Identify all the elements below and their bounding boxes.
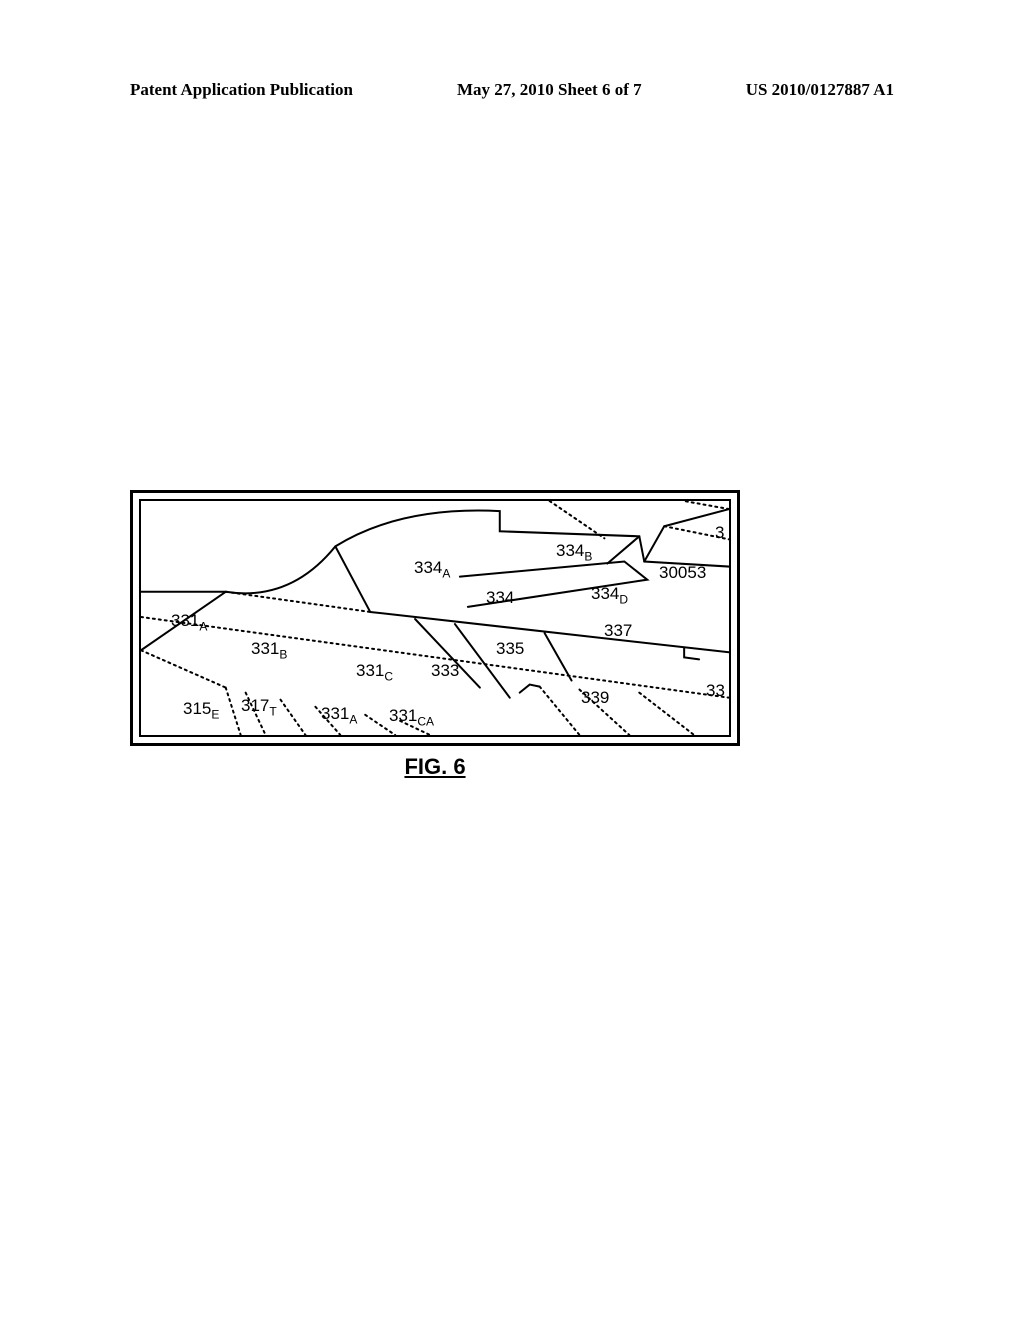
region-label: 339 <box>581 688 609 708</box>
region-label: 337 <box>604 621 632 641</box>
header-right: US 2010/0127887 A1 <box>746 80 894 100</box>
region-boundary-dotted <box>684 501 729 509</box>
region-label: 333 <box>431 661 459 681</box>
region-boundary-dotted <box>540 687 580 735</box>
region-boundary <box>335 546 370 612</box>
region-boundary-dotted <box>281 700 306 735</box>
region-boundary-dotted <box>141 650 226 687</box>
region-label: 317T <box>241 696 277 718</box>
region-label: 334A <box>414 558 450 580</box>
figure-caption: FIG. 6 <box>130 754 740 780</box>
header-left: Patent Application Publication <box>130 80 353 100</box>
region-label: 3 <box>715 523 724 543</box>
region-label: 331CA <box>389 706 434 728</box>
region-label: 331B <box>251 639 287 661</box>
figure-inner-frame: 331A 331B 331C 315E 317T 331A 331CA 334A 334 334B… <box>139 499 731 737</box>
region-label: 331A <box>171 611 207 633</box>
region-label: 315E <box>183 699 219 721</box>
region-label: 334D <box>591 584 628 606</box>
region-label: 335 <box>496 639 524 659</box>
region-label: 334 <box>486 588 514 608</box>
figure-6: 331A 331B 331C 315E 317T 331A 331CA 334A 334 334B… <box>130 490 740 746</box>
region-boundary <box>370 612 729 652</box>
region-boundary <box>520 685 540 693</box>
page-header: Patent Application Publication May 27, 2… <box>0 80 1024 100</box>
region-boundary <box>607 536 639 563</box>
region-boundary <box>684 648 699 659</box>
region-boundary-dotted <box>141 617 729 698</box>
figure-outer-frame: 331A 331B 331C 315E 317T 331A 331CA 334A 334 334B… <box>130 490 740 746</box>
region-label: 334B <box>556 541 592 563</box>
region-label: 331C <box>356 661 393 683</box>
figure-diagram <box>141 501 729 735</box>
region-boundary-dotted <box>226 688 241 735</box>
region-label: 30053 <box>659 563 706 583</box>
region-boundary-dotted <box>226 592 371 612</box>
region-boundary-dotted <box>639 693 694 735</box>
region-label: 331A <box>321 704 357 726</box>
region-label: 33 <box>706 681 725 701</box>
header-center: May 27, 2010 Sheet 6 of 7 <box>457 80 642 100</box>
